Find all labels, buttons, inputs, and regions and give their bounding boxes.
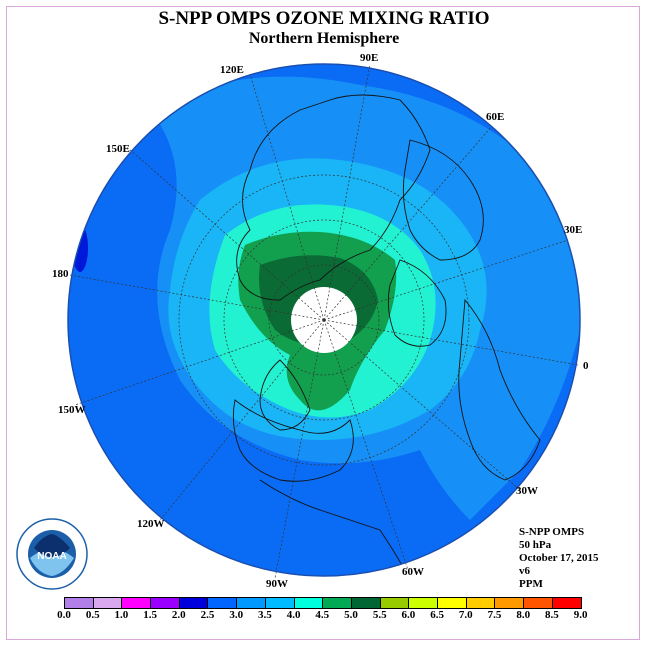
legend-swatch: [237, 598, 266, 608]
legend-swatch: [351, 598, 381, 608]
legend-tick-label: 8.5: [545, 609, 559, 621]
legend-swatch: [552, 598, 582, 608]
figure-frame: [6, 6, 640, 640]
lon-label-60e: 60E: [486, 111, 505, 123]
legend-ticks: 0.0 0.5 1.0 1.5 2.0 2.5 3.0 3.5 4.0 4.5 5.0 5.5 6.0 6…: [50, 609, 610, 623]
legend-tick-label: 2.0: [171, 609, 186, 621]
lon-label-180: 180: [52, 268, 69, 280]
legend-tick-label: 7.5: [487, 609, 502, 621]
legend-swatch: [65, 598, 94, 608]
lon-label-150w: 150W: [58, 404, 86, 416]
legend-swatch: [323, 598, 352, 608]
legend-tick-label: 4.5: [315, 609, 330, 621]
coastlines: [232, 94, 541, 576]
lon-label-60w: 60W: [402, 566, 424, 578]
noaa-logo: NOAA: [16, 518, 88, 590]
legend-tick-label: 3.0: [229, 609, 244, 621]
map-title: S-NPP OMPS OZONE MIXING RATIO: [158, 8, 490, 29]
legend-tick-label: 4.0: [286, 609, 301, 621]
info-level: 50 hPa: [519, 539, 552, 551]
color-legend: [64, 597, 583, 609]
lon-label-30w: 30W: [516, 485, 538, 497]
legend-tick-label: 0.0: [57, 609, 71, 621]
info-units: PPM: [519, 578, 543, 590]
lon-label-0: 0: [583, 360, 589, 372]
legend-tick-label: 6.5: [430, 609, 444, 621]
lon-label-90e: 90E: [360, 52, 379, 64]
logo-text: NOAA: [37, 551, 66, 562]
legend-swatch: [380, 598, 410, 608]
info-instrument: S-NPP OMPS: [519, 526, 585, 538]
info-block: S-NPP OMPS 50 hPa October 17, 2015 v6 PP…: [519, 526, 599, 591]
legend-tick-label: 3.5: [258, 609, 272, 621]
legend-swatch: [409, 598, 438, 608]
lon-label-120e: 120E: [220, 64, 244, 76]
legend-swatch: [122, 598, 152, 608]
graticule: [69, 63, 579, 579]
ozone-field: [68, 64, 580, 576]
legend-swatch: [294, 598, 324, 608]
legend-swatch: [208, 598, 238, 608]
legend-swatch: [179, 598, 209, 608]
lon-label-120w: 120W: [137, 518, 165, 530]
info-version: v6: [519, 565, 530, 577]
legend-swatch: [524, 598, 553, 608]
legend-swatch: [437, 598, 467, 608]
legend-tick-label: 5.0: [344, 609, 358, 621]
legend-swatch: [151, 598, 180, 608]
legend-tick-label: 6.0: [401, 609, 416, 621]
lon-label-150e: 150E: [106, 143, 130, 155]
legend-swatch: [265, 598, 295, 608]
legend-swatch: [93, 598, 123, 608]
legend-swatch: [466, 598, 496, 608]
lon-label-30e: 30E: [564, 224, 583, 236]
legend-swatch: [495, 598, 524, 608]
legend-tick-label: 7.0: [458, 609, 473, 621]
legend-tick-label: 5.5: [372, 609, 387, 621]
legend-tick-label: 2.5: [200, 609, 215, 621]
legend-tick-label: 9.0: [573, 609, 588, 621]
legend-tick-label: 0.5: [85, 609, 100, 621]
map-subtitle: Northern Hemisphere: [248, 30, 400, 47]
info-date: October 17, 2015: [519, 552, 599, 564]
legend-tick-label: 1.0: [114, 609, 129, 621]
legend-tick-label: 8.0: [516, 609, 531, 621]
map-boundary: [67, 63, 581, 577]
lon-label-90w: 90W: [266, 578, 288, 590]
legend-tick-label: 1.5: [143, 609, 157, 621]
